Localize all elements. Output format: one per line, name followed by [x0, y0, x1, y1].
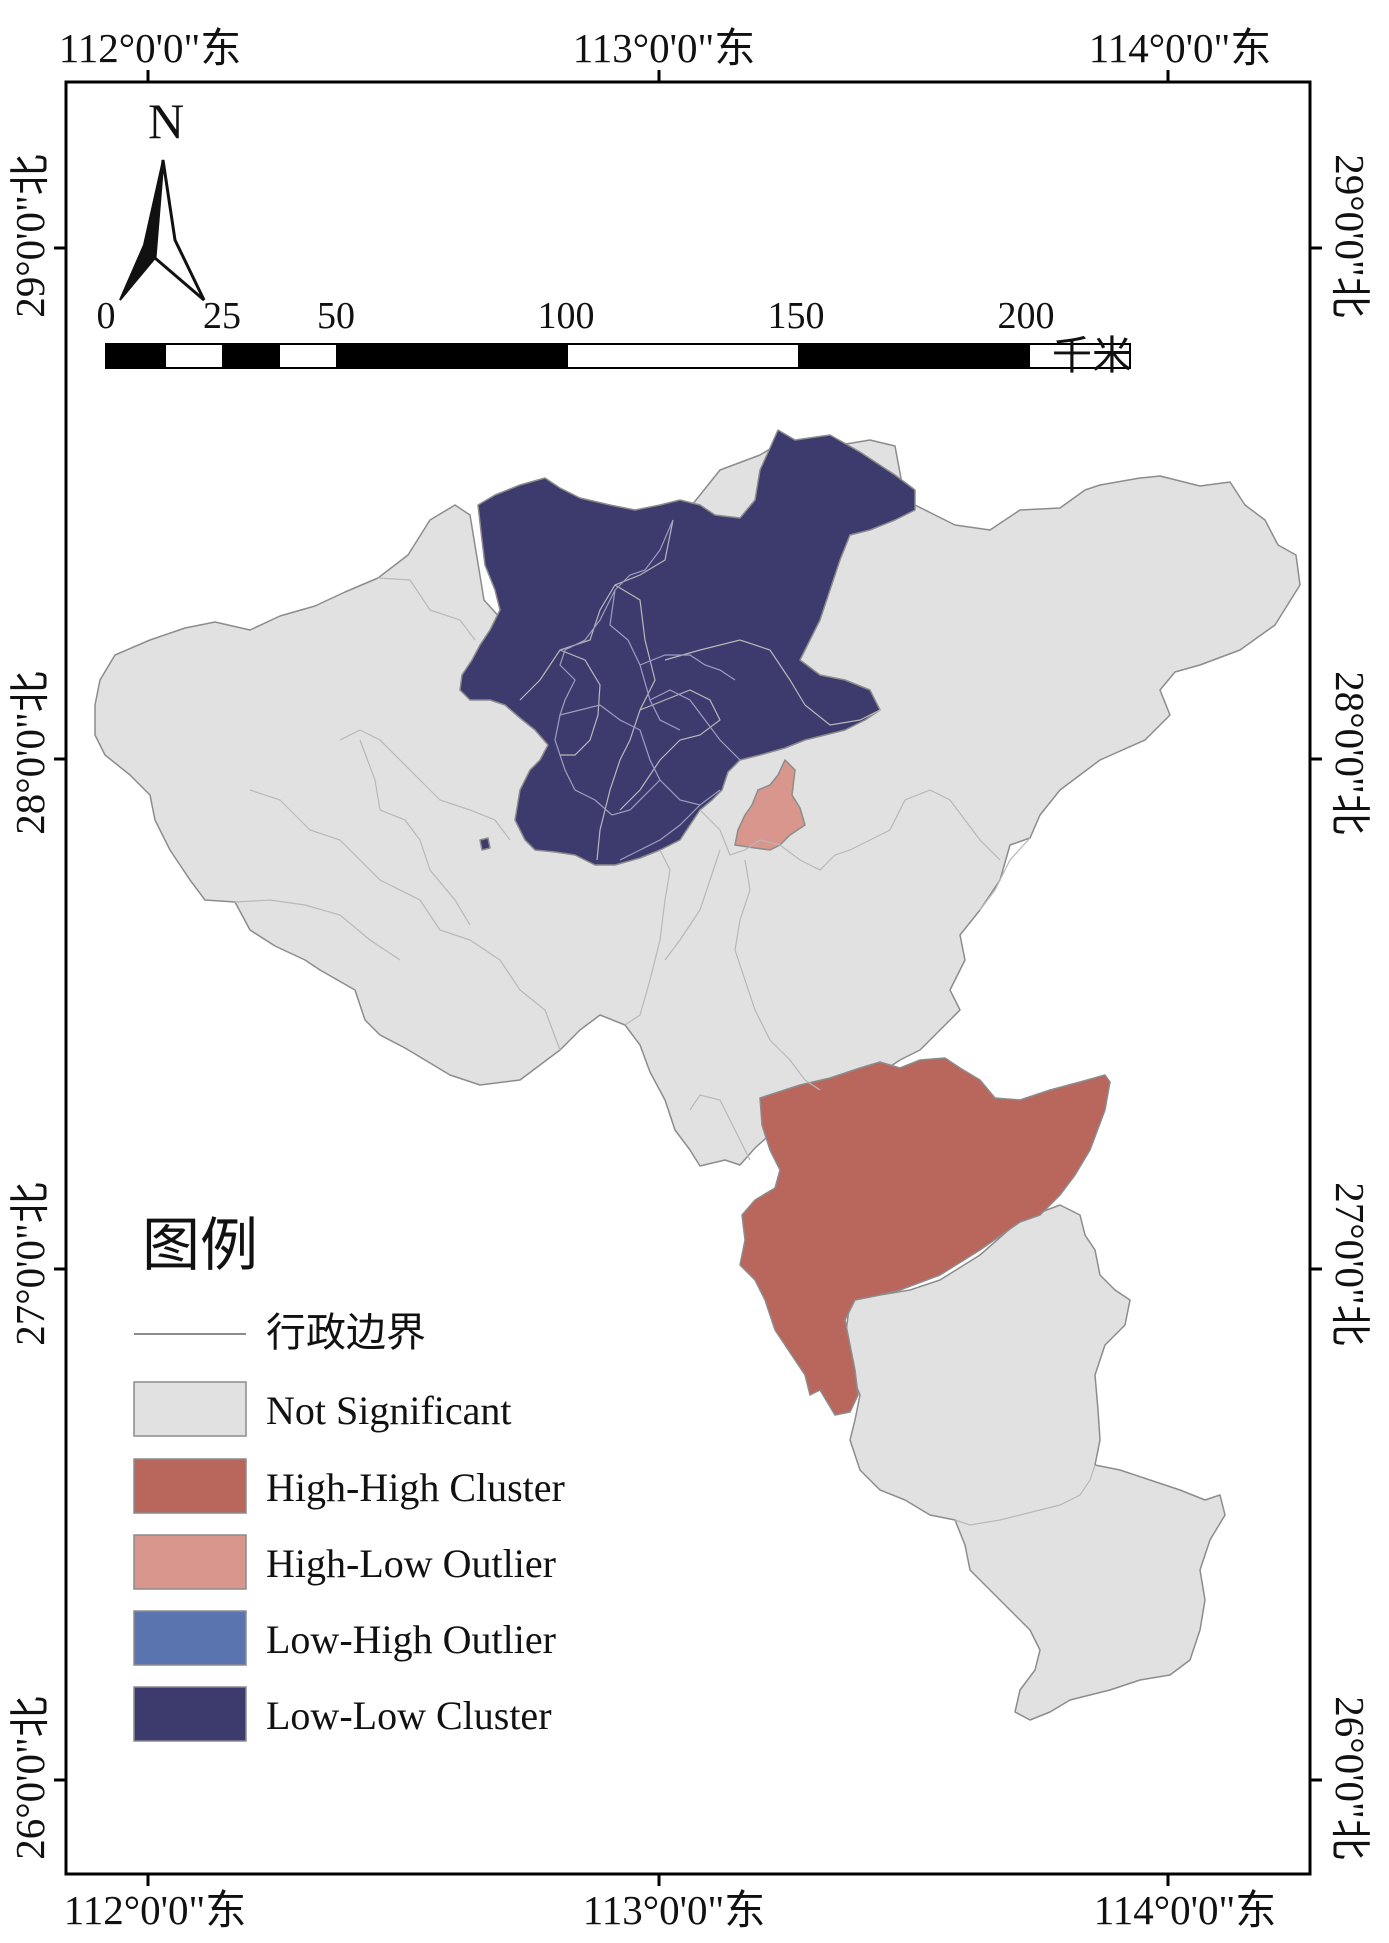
scale-bar-segment — [336, 344, 568, 368]
scale-bar-tick-label: 50 — [317, 295, 355, 337]
graticule-bottom-label: 112°0'0"东 — [64, 1887, 247, 1933]
region-not-significant — [844, 1204, 1226, 1721]
graticule-top-label: 112°0'0"东 — [59, 25, 242, 71]
north-arrow: N — [119, 93, 206, 302]
graticule-right-label: 27°0'0"北 — [1327, 1182, 1373, 1346]
region-low-low-cluster — [459, 429, 916, 866]
legend-swatch-low-low — [133, 1686, 247, 1742]
graticule-ticks — [54, 70, 1322, 1886]
scale-bar-tick-label: 25 — [203, 295, 241, 337]
graticule-left-label: 26°0'0"北 — [7, 1696, 53, 1860]
graticule-left-label: 29°0'0"北 — [7, 154, 53, 318]
north-arrow-right-half — [153, 159, 206, 302]
legend-label-low-high: Low-High Outlier — [266, 1617, 556, 1662]
scale-bar-unit: 千米 — [1052, 333, 1132, 378]
legend: 图例 行政边界 Not Significant High-High Cluste… — [133, 1213, 565, 1742]
scale-bar-tick-label: 200 — [998, 295, 1055, 337]
internal-boundaries — [234, 519, 1096, 1526]
legend-label-low-low: Low-Low Cluster — [266, 1693, 552, 1738]
graticule-top-label: 113°0'0"东 — [573, 25, 756, 71]
scale-bar-tick-label: 150 — [768, 295, 825, 337]
regions — [94, 429, 1301, 1721]
region-high-high-cluster — [739, 1057, 1111, 1416]
graticule-right-label: 28°0'0"北 — [1327, 671, 1373, 835]
region-high-low-outlier — [734, 759, 806, 851]
scale-bar-tick-label: 100 — [538, 295, 595, 337]
scale-bar-segment — [222, 344, 280, 368]
low-low-internal-boundaries — [554, 519, 741, 861]
graticule-top-label: 114°0'0"东 — [1089, 25, 1272, 71]
scale-bar-segment — [798, 344, 1030, 368]
graticule-bottom-label: 113°0'0"东 — [583, 1887, 766, 1933]
graticule-right-label: 29°0'0"北 — [1327, 154, 1373, 318]
legend-title: 图例 — [142, 1213, 258, 1278]
legend-swatch-high-high — [133, 1458, 247, 1514]
north-arrow-label: N — [148, 93, 184, 149]
scale-bar: 0 25 50 100 150 200 千米 — [97, 295, 1133, 378]
legend-label-high-high: High-High Cluster — [266, 1465, 565, 1510]
legend-label-not-significant: Not Significant — [266, 1388, 512, 1433]
graticule-bottom-label: 114°0'0"东 — [1094, 1887, 1277, 1933]
graticule-left-label: 27°0'0"北 — [7, 1182, 53, 1346]
legend-swatch-high-low — [133, 1534, 247, 1590]
legend-label-high-low: High-Low Outlier — [266, 1541, 556, 1586]
graticule-right-label: 26°0'0"北 — [1327, 1696, 1373, 1860]
scale-bar-segment — [106, 344, 166, 368]
legend-boundary-label: 行政边界 — [266, 1310, 426, 1355]
region-low-low-cluster-fragment — [479, 837, 491, 851]
legend-swatch-not-significant — [133, 1381, 247, 1437]
scale-bar-tick-label: 0 — [97, 295, 116, 337]
legend-swatch-low-high — [133, 1610, 247, 1666]
graticule-left-label: 28°0'0"北 — [7, 671, 53, 835]
